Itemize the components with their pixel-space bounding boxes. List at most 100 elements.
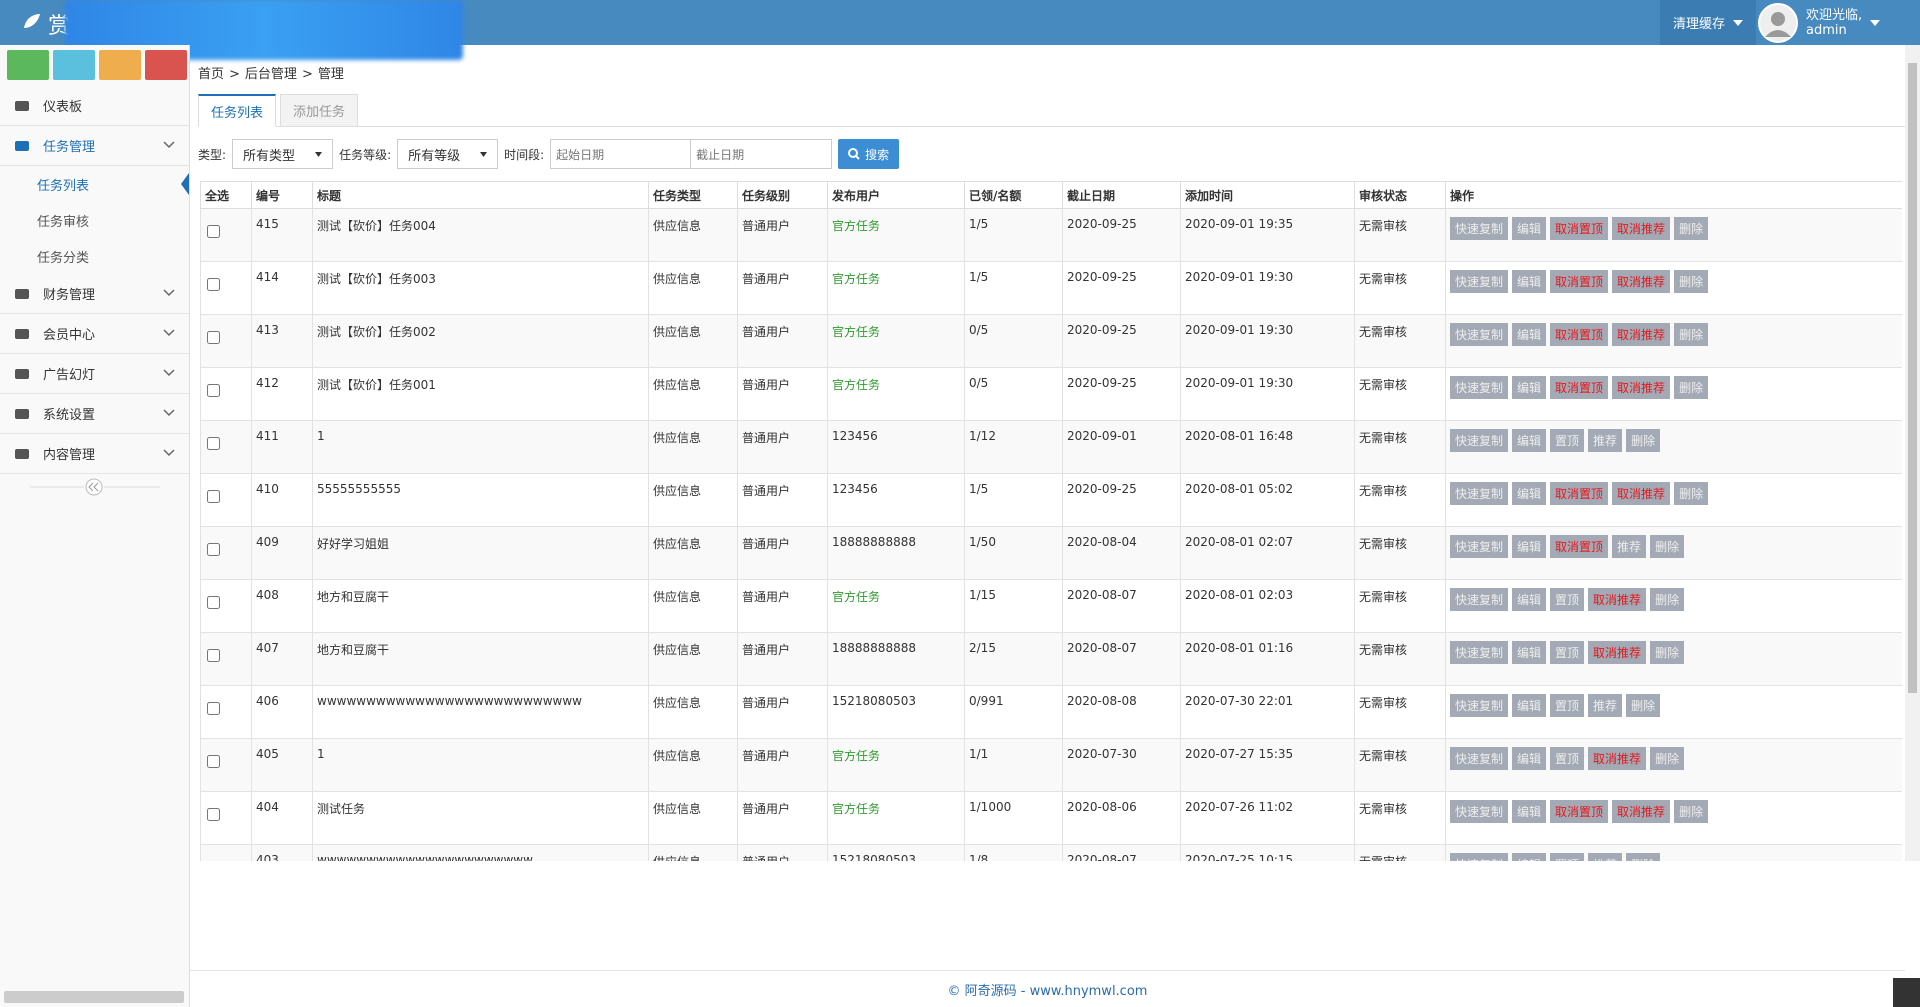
action-button[interactable]: 编辑 xyxy=(1512,535,1547,558)
action-button[interactable]: 编辑 xyxy=(1512,747,1547,770)
row-checkbox[interactable] xyxy=(207,331,220,344)
action-button[interactable]: 取消推荐 xyxy=(1612,482,1671,505)
menu-item[interactable]: 任务管理 xyxy=(0,126,189,166)
action-button[interactable]: 删除 xyxy=(1650,535,1685,558)
action-button[interactable]: 快速复制 xyxy=(1450,376,1509,399)
row-checkbox[interactable] xyxy=(207,755,220,768)
action-button[interactable]: 删除 xyxy=(1650,588,1685,611)
action-button[interactable]: 快速复制 xyxy=(1450,535,1509,558)
type-select[interactable]: 所有类型 xyxy=(232,139,334,169)
tab[interactable]: 添加任务 xyxy=(280,94,359,127)
action-button[interactable]: 取消置顶 xyxy=(1550,482,1609,505)
level-select[interactable]: 所有等级 xyxy=(397,139,499,169)
action-button[interactable]: 取消推荐 xyxy=(1612,323,1671,346)
submenu-item[interactable]: 任务列表 xyxy=(0,166,189,202)
action-button[interactable]: 删除 xyxy=(1674,482,1709,505)
action-button[interactable]: 快速复制 xyxy=(1450,747,1509,770)
tool-button[interactable] xyxy=(99,50,141,80)
action-button[interactable]: 快速复制 xyxy=(1450,588,1509,611)
action-button[interactable]: 取消置顶 xyxy=(1550,800,1609,823)
row-checkbox[interactable] xyxy=(207,808,220,821)
action-button[interactable]: 删除 xyxy=(1674,376,1709,399)
action-button[interactable]: 快速复制 xyxy=(1450,641,1509,664)
menu-item[interactable]: 系统设置 xyxy=(0,394,189,434)
action-button[interactable]: 推荐 xyxy=(1588,694,1623,717)
action-button[interactable]: 取消推荐 xyxy=(1612,217,1671,240)
action-button[interactable]: 编辑 xyxy=(1512,588,1547,611)
row-checkbox[interactable] xyxy=(207,649,220,662)
action-button[interactable]: 置顶 xyxy=(1550,641,1585,664)
breadcrumb-item[interactable]: 首页 xyxy=(198,67,225,82)
home-button[interactable] xyxy=(7,50,49,80)
action-button[interactable]: 置顶 xyxy=(1550,747,1585,770)
action-button[interactable]: 编辑 xyxy=(1512,641,1547,664)
breadcrumb-item[interactable]: 后台管理 xyxy=(244,67,297,82)
action-button[interactable]: 置顶 xyxy=(1550,429,1585,452)
action-button[interactable]: 取消置顶 xyxy=(1550,535,1609,558)
breadcrumb-item[interactable]: 管理 xyxy=(317,67,344,82)
row-checkbox[interactable] xyxy=(207,384,220,397)
action-button[interactable]: 取消推荐 xyxy=(1612,270,1671,293)
action-button[interactable]: 编辑 xyxy=(1512,376,1547,399)
menu-item[interactable]: 内容管理 xyxy=(0,434,189,474)
clear-cache[interactable]: 清理缓存 xyxy=(1660,0,1756,45)
user-menu[interactable]: 欢迎光临, admin xyxy=(1758,0,1908,45)
action-button[interactable]: 编辑 xyxy=(1512,694,1547,717)
action-button[interactable]: 删除 xyxy=(1650,641,1685,664)
row-checkbox[interactable] xyxy=(207,702,220,715)
end-date[interactable]: 截止日期 xyxy=(691,139,833,169)
action-button[interactable]: 删除 xyxy=(1674,800,1709,823)
row-checkbox[interactable] xyxy=(207,490,220,503)
action-button[interactable]: 编辑 xyxy=(1512,429,1547,452)
action-button[interactable]: 置顶 xyxy=(1550,853,1585,861)
submenu-item[interactable]: 任务分类 xyxy=(0,238,189,274)
row-checkbox[interactable] xyxy=(207,278,220,291)
menu-item[interactable]: 会员中心 xyxy=(0,314,189,354)
action-button[interactable]: 删除 xyxy=(1626,694,1661,717)
action-button[interactable]: 取消推荐 xyxy=(1612,800,1671,823)
action-button[interactable]: 推荐 xyxy=(1588,853,1623,861)
submenu-item[interactable]: 任务审核 xyxy=(0,202,189,238)
action-button[interactable]: 删除 xyxy=(1626,429,1661,452)
scroll-thumb[interactable] xyxy=(1908,63,1917,693)
edit-button[interactable] xyxy=(53,50,95,80)
action-button[interactable]: 快速复制 xyxy=(1450,270,1509,293)
action-button[interactable]: 推荐 xyxy=(1588,429,1623,452)
action-button[interactable]: 快速复制 xyxy=(1450,217,1509,240)
action-button[interactable]: 编辑 xyxy=(1512,323,1547,346)
action-button[interactable]: 删除 xyxy=(1674,323,1709,346)
start-date[interactable]: 起始日期 xyxy=(550,139,692,169)
action-button[interactable]: 编辑 xyxy=(1512,217,1547,240)
row-checkbox[interactable] xyxy=(207,437,220,450)
action-button[interactable]: 取消置顶 xyxy=(1550,270,1609,293)
action-button[interactable]: 编辑 xyxy=(1512,800,1547,823)
action-button[interactable]: 取消置顶 xyxy=(1550,323,1609,346)
action-button[interactable]: 快速复制 xyxy=(1450,482,1509,505)
action-button[interactable]: 取消推荐 xyxy=(1612,376,1671,399)
action-button[interactable]: 删除 xyxy=(1626,853,1661,861)
row-checkbox[interactable] xyxy=(207,596,220,609)
action-button[interactable]: 删除 xyxy=(1674,270,1709,293)
menu-item[interactable]: 财务管理 xyxy=(0,274,189,314)
action-button[interactable]: 取消推荐 xyxy=(1588,588,1647,611)
action-button[interactable]: 快速复制 xyxy=(1450,853,1509,861)
action-button[interactable]: 快速复制 xyxy=(1450,323,1509,346)
back-to-top[interactable] xyxy=(1893,978,1920,1007)
tab[interactable]: 任务列表 xyxy=(198,94,277,127)
action-button[interactable]: 取消推荐 xyxy=(1588,641,1647,664)
action-button[interactable]: 置顶 xyxy=(1550,588,1585,611)
action-button[interactable]: 编辑 xyxy=(1512,853,1547,861)
action-button[interactable]: 快速复制 xyxy=(1450,429,1509,452)
action-button[interactable]: 推荐 xyxy=(1612,535,1647,558)
action-button[interactable]: 删除 xyxy=(1674,217,1709,240)
menu-item[interactable]: 广告幻灯 xyxy=(0,354,189,394)
action-button[interactable]: 编辑 xyxy=(1512,270,1547,293)
action-button[interactable]: 取消置顶 xyxy=(1550,217,1609,240)
action-button[interactable]: 置顶 xyxy=(1550,694,1585,717)
row-checkbox[interactable] xyxy=(207,225,220,238)
menu-item[interactable]: 仪表板 xyxy=(0,86,189,126)
action-button[interactable]: 快速复制 xyxy=(1450,800,1509,823)
action-button[interactable]: 快速复制 xyxy=(1450,694,1509,717)
alert-button[interactable] xyxy=(145,50,187,80)
action-button[interactable]: 取消置顶 xyxy=(1550,376,1609,399)
